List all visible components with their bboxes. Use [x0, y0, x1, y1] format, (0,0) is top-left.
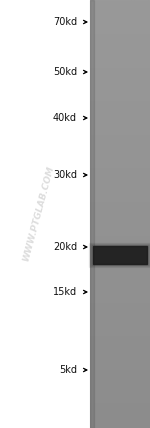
Bar	[90, 244, 150, 266]
Text: 20kd: 20kd	[53, 242, 77, 252]
Text: 50kd: 50kd	[53, 67, 77, 77]
Bar	[90, 0, 94, 428]
Bar	[93, 246, 147, 264]
Text: 15kd: 15kd	[53, 287, 77, 297]
Bar	[89, 243, 150, 267]
Text: 70kd: 70kd	[53, 17, 77, 27]
Text: 5kd: 5kd	[59, 365, 77, 375]
Bar	[92, 245, 148, 265]
Text: 30kd: 30kd	[53, 170, 77, 180]
Text: 40kd: 40kd	[53, 113, 77, 123]
Bar	[91, 244, 149, 265]
Text: WWW.PTGLAB.COM: WWW.PTGLAB.COM	[21, 165, 55, 263]
